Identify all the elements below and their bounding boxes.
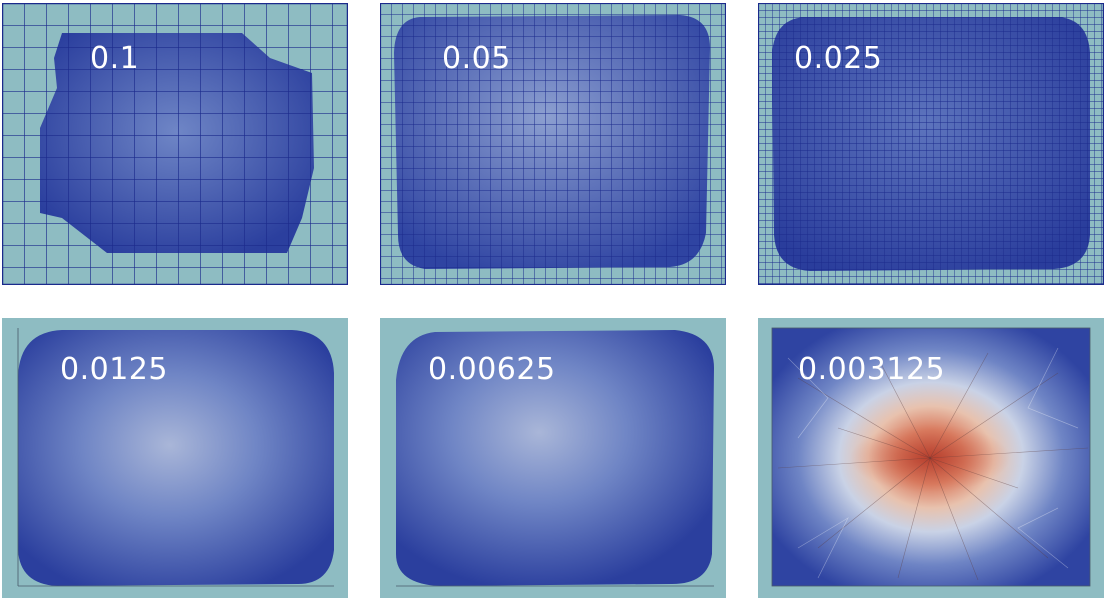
panel-label: 0.1 [90,41,140,76]
panel-0-0125: 0.0125 [2,318,348,598]
panel-label: 0.0125 [60,352,168,387]
panel-label: 0.003125 [798,352,946,387]
panel-0-05: 0.05 [380,3,726,285]
panel-label: 0.00625 [428,352,556,387]
field-plot [758,3,1104,285]
field-plot [771,327,1091,587]
field-plot [396,330,714,587]
panel-0-00625: 0.00625 [380,318,726,598]
panel-label: 0.05 [442,41,511,76]
panel-0-025: 0.025 [758,3,1104,285]
field-plot [17,328,334,587]
field-plot [380,3,726,285]
panel-0-1: 0.1 [2,3,348,285]
panel-label: 0.025 [794,41,883,76]
panel-0-003125: 0.003125 [758,318,1104,598]
crack-lines [777,352,1089,581]
field-plot [2,3,348,285]
deformed-region [18,330,334,586]
deformed-region [396,330,714,586]
